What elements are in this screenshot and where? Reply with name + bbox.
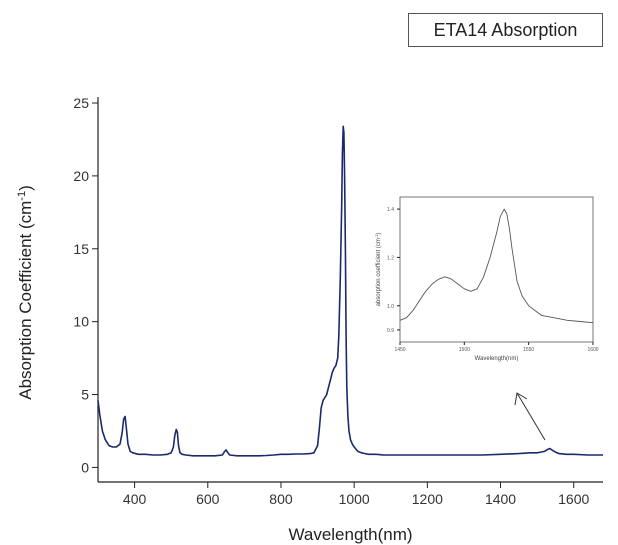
main-y-tick-label: 20 <box>73 168 89 184</box>
inset-x-axis-title: Wavelength(nm) <box>475 356 519 362</box>
inset-x-tick-label: 1550 <box>523 347 534 353</box>
inset-x-tick-label: 1500 <box>459 347 470 353</box>
inset-y-tick-label: 1.4 <box>387 207 394 213</box>
main-x-tick-label: 800 <box>269 491 293 507</box>
inset-y-tick-label: 1.2 <box>387 255 394 261</box>
main-series-line <box>97 125 603 457</box>
main-y-tick-label: 10 <box>73 314 89 330</box>
main-plot: 400 600 800 1000 1200 1400 1600 0 5 10 15 20 25 Wavel… <box>16 95 603 544</box>
main-x-tick-label: 400 <box>123 491 147 507</box>
main-y-tick-label: 15 <box>73 241 89 257</box>
main-x-tick-label: 1400 <box>485 491 516 507</box>
inset-y-tick-label: 0.9 <box>387 328 394 334</box>
main-y-tick-label: 25 <box>73 95 89 111</box>
main-x-axis-title: Wavelength(nm) <box>288 525 412 544</box>
main-x-tick-label: 1200 <box>412 491 443 507</box>
inset-y-axis-title: absorption coefficient (cm-1) <box>374 233 383 307</box>
inset-y-tick-label: 1.0 <box>387 304 394 310</box>
main-x-tick-label: 1000 <box>339 491 370 507</box>
inset-x-tick-label: 1450 <box>394 347 405 353</box>
main-x-tick-label: 1600 <box>558 491 589 507</box>
inset-frame <box>399 196 594 343</box>
inset-series-line <box>399 208 594 324</box>
chart-title: ETA14 Absorption <box>408 13 603 47</box>
main-y-tick-label: 0 <box>81 459 89 475</box>
inset-plot: 1450 1500 1550 1600 0.9 1.0 1.2 1.4 Wavelength(n… <box>374 196 599 362</box>
main-y-tick-label: 5 <box>81 387 89 403</box>
main-y-axis-title: Absorption Coefficient (cm-1) <box>16 185 35 400</box>
inset-x-tick-label: 1600 <box>587 347 598 353</box>
main-x-tick-label: 600 <box>196 491 220 507</box>
inset-pointer-arrow <box>514 392 546 441</box>
